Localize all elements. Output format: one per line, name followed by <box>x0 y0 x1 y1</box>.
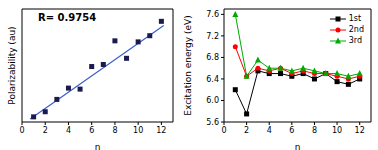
svg-text:n: n <box>95 142 101 150</box>
svg-text:4: 4 <box>66 126 71 135</box>
html-text:3rd: 3rd <box>348 36 363 45</box>
svg-text:12: 12 <box>156 126 166 135</box>
html-text:2nd: 2nd <box>348 25 364 34</box>
svg-text:4: 4 <box>267 126 272 135</box>
svg-text:7.2: 7.2 <box>206 32 219 41</box>
svg-text:Excitation energy (eV): Excitation energy (eV) <box>183 15 193 115</box>
html-text:R= 0.9754: R= 0.9754 <box>38 12 97 23</box>
svg-text:2: 2 <box>43 126 48 135</box>
svg-text:12: 12 <box>355 126 365 135</box>
svg-text:10: 10 <box>133 126 143 135</box>
svg-text:8: 8 <box>112 126 117 135</box>
svg-text:6: 6 <box>289 126 294 135</box>
svg-text:10: 10 <box>332 126 342 135</box>
html-text:1st: 1st <box>348 14 362 23</box>
svg-text:6.8: 6.8 <box>206 53 219 62</box>
svg-text:Polarizability (au): Polarizability (au) <box>8 26 17 104</box>
svg-text:8: 8 <box>312 126 317 135</box>
svg-text:6.4: 6.4 <box>206 75 219 84</box>
svg-text:6: 6 <box>89 126 94 135</box>
svg-text:6.0: 6.0 <box>206 96 219 105</box>
svg-text:n: n <box>295 142 301 150</box>
svg-text:2: 2 <box>244 126 249 135</box>
svg-text:5.6: 5.6 <box>206 118 219 127</box>
svg-text:0: 0 <box>221 126 226 135</box>
svg-text:7.6: 7.6 <box>206 10 219 19</box>
svg-text:0: 0 <box>19 126 24 135</box>
